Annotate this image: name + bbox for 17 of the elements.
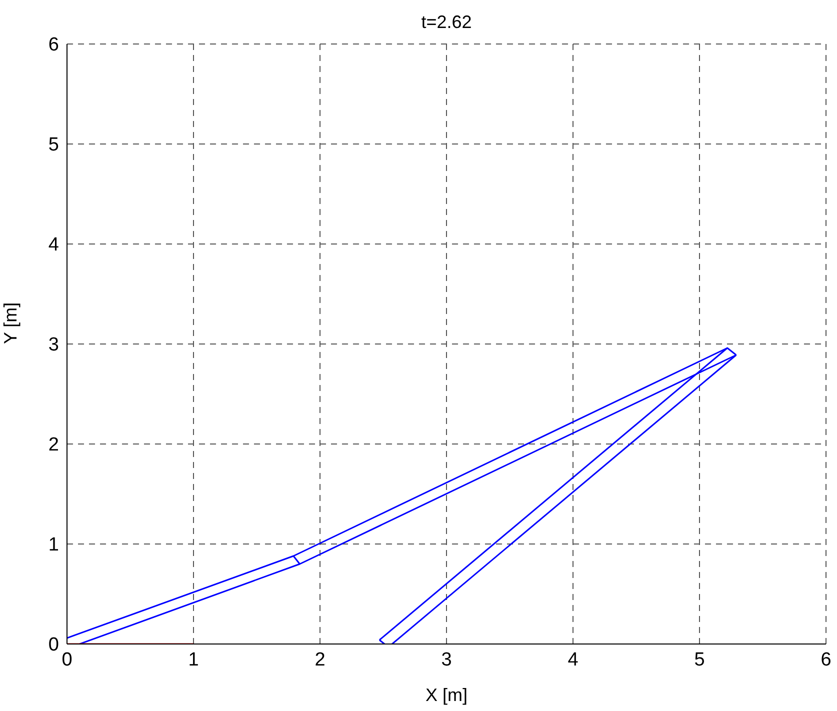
x-tick-label: 6: [820, 649, 832, 670]
x-tick-label: 4: [568, 649, 579, 670]
x-tick-label: 2: [314, 649, 326, 670]
x-tick-label: 0: [62, 649, 72, 670]
y-tick-label: 6: [48, 34, 59, 56]
y-tick-label: 3: [48, 334, 59, 356]
x-axis-title: X [m]: [425, 685, 468, 705]
y-tick-label: 0: [48, 634, 59, 656]
y-axis-title: Y [m]: [0, 302, 20, 344]
y-tick-label: 1: [48, 534, 59, 556]
x-tick-label: 3: [441, 649, 452, 670]
x-tick-label: 5: [694, 649, 705, 670]
y-tick-label: 4: [48, 234, 60, 256]
y-tick-label: 5: [48, 134, 59, 156]
y-tick-label: 2: [48, 434, 59, 456]
x-tick-label: 1: [188, 649, 199, 670]
chart-title: t=2.62: [420, 12, 473, 33]
